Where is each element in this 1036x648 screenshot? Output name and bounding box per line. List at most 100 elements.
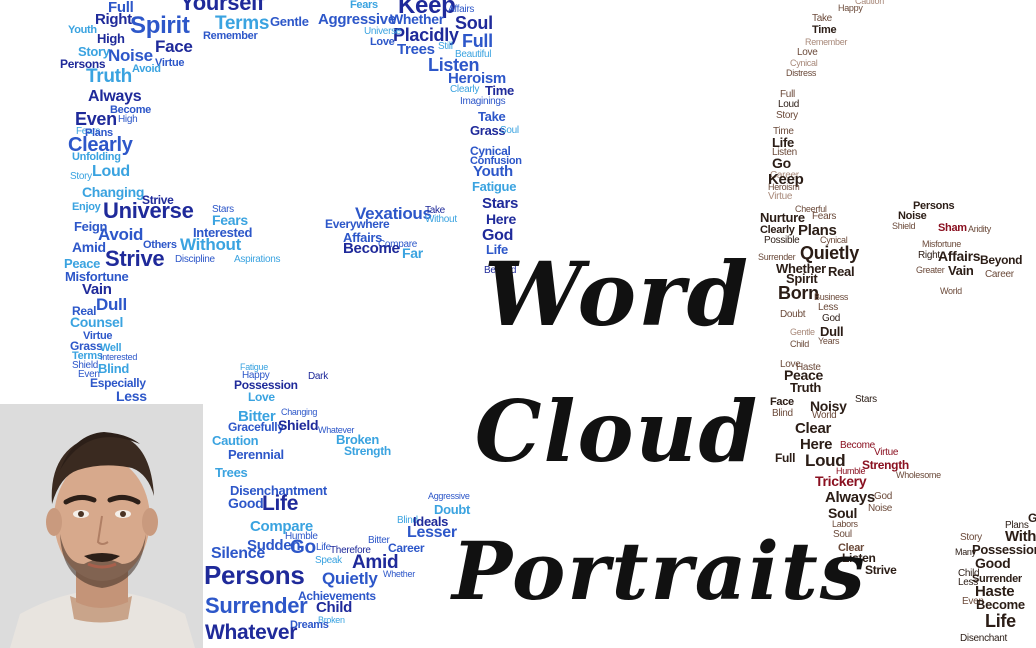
cloud-word: Strength <box>344 444 391 458</box>
cloud-word: Aggressive <box>318 11 396 28</box>
cloud-word: Stars <box>855 394 877 405</box>
cloud-word: Discipline <box>175 254 215 265</box>
cloud-word: Possession <box>234 378 298 392</box>
cloud-word: Changing <box>82 184 145 200</box>
cloud-word: Plans <box>1005 520 1029 531</box>
cloud-word: Career <box>770 170 799 181</box>
cloud-word: Interested <box>100 352 138 362</box>
cloud-word: Universe <box>364 26 402 37</box>
cloud-word: Clearly <box>760 224 795 236</box>
cloud-word: Universe <box>103 198 194 223</box>
cloud-word: Wholesome <box>896 470 941 480</box>
cloud-word: Child <box>790 339 810 349</box>
cloud-word: Life <box>262 492 299 515</box>
cloud-word: Less <box>116 388 147 404</box>
cloud-word: Humble <box>285 531 318 542</box>
cloud-word: Born <box>778 283 819 303</box>
cloud-word: Go <box>772 155 791 171</box>
cloud-word: Listen <box>428 55 480 75</box>
cloud-word: Gentle <box>790 327 815 337</box>
cloud-word: Love <box>248 390 275 404</box>
cloud-word: Shield <box>892 221 916 231</box>
cloud-word: Here <box>486 211 516 227</box>
cloud-word: God <box>822 313 841 324</box>
cloud-word: Avoid <box>98 225 144 244</box>
cloud-word: Caution <box>855 0 884 6</box>
cloud-word: Distress <box>786 68 817 78</box>
cloud-word: Cynical <box>820 235 848 245</box>
cloud-word: With <box>1005 528 1036 545</box>
cloud-word: Confusion <box>470 155 522 167</box>
title-line-portraits: Portraits <box>452 524 867 618</box>
cloud-word: Spirit <box>130 12 190 39</box>
cloud-word: Quietly <box>322 569 378 588</box>
cloud-word: Story <box>960 532 982 543</box>
cloud-word: Full <box>775 451 796 465</box>
cloud-word: Caution <box>212 433 259 448</box>
cloud-word: Noisy <box>810 398 847 414</box>
cloud-word: Story <box>70 171 92 182</box>
cloud-word: Years <box>818 336 840 346</box>
cloud-word: Career <box>388 541 425 555</box>
cloud-word: Loud <box>778 99 800 110</box>
cloud-word: Amid <box>72 239 106 255</box>
cloud-word: Amid <box>352 552 399 573</box>
cloud-word: Spirit <box>786 271 818 286</box>
video-title: Word Cloud Portraits <box>452 236 867 648</box>
cloud-word: Fatigue <box>240 362 268 372</box>
cloud-word: Virtue <box>83 330 113 342</box>
cloud-word: Whether <box>776 261 826 276</box>
cloud-word: Career <box>985 269 1014 280</box>
cloud-word: Full <box>108 0 134 16</box>
portrait-photo <box>0 404 203 648</box>
cloud-word: Stars <box>212 204 234 215</box>
cloud-word: Without <box>180 235 241 254</box>
cloud-word: Clear <box>838 542 865 554</box>
cloud-word: Ideals <box>413 514 449 529</box>
cloud-word: Real <box>72 304 97 318</box>
cloud-word: Child <box>958 568 980 579</box>
cloud-word: Keep <box>398 0 456 19</box>
cloud-word: Clearly <box>68 134 133 156</box>
cloud-word: Go <box>1028 511 1036 525</box>
cloud-word: Without <box>425 214 457 225</box>
cloud-word: Placidly <box>393 25 459 45</box>
cloud-word: God <box>482 227 514 244</box>
cloud-word: Go <box>290 537 316 558</box>
cloud-word: Changing <box>281 407 318 417</box>
cloud-word: Doubt <box>434 502 471 517</box>
cloud-word: Affairs <box>938 248 981 264</box>
cloud-word: Sham <box>938 222 967 234</box>
cloud-word: World <box>940 286 962 296</box>
cloud-word: Become <box>840 440 875 451</box>
cloud-word: Aggressive <box>428 491 470 501</box>
cloud-word: Humble <box>836 466 866 476</box>
cloud-word: Whatever <box>318 425 355 435</box>
cloud-word: Soul <box>500 125 519 136</box>
cloud-word: Always <box>825 489 875 506</box>
cloud-word: Strive <box>865 563 897 577</box>
cloud-word: Achievements <box>298 589 376 603</box>
cloud-word: Still <box>438 41 453 52</box>
cloud-word: Lesser <box>407 524 457 541</box>
cloud-word: Face <box>155 37 193 56</box>
cloud-word: Persons <box>60 57 106 71</box>
cloud-word: Feign <box>74 219 108 234</box>
cloud-word: Virtue <box>155 57 185 69</box>
cloud-word: Plans <box>85 127 113 139</box>
cloud-word: Especially <box>90 376 146 390</box>
cloud-word: Aspirations <box>234 254 281 265</box>
cloud-word: Dreams <box>290 619 329 631</box>
cloud-word: Affairs <box>343 230 383 245</box>
cloud-word: Become <box>976 597 1025 612</box>
cloud-word: Quietly <box>800 243 859 263</box>
cloud-word: Haste <box>975 583 1015 600</box>
cloud-word: Compare <box>250 518 313 535</box>
cloud-word: Gentle <box>270 14 309 29</box>
cloud-word: Keep <box>768 171 804 188</box>
cloud-word: Story <box>776 110 798 121</box>
cloud-word: Aridity <box>968 224 991 234</box>
cloud-word: Blind <box>397 515 418 526</box>
